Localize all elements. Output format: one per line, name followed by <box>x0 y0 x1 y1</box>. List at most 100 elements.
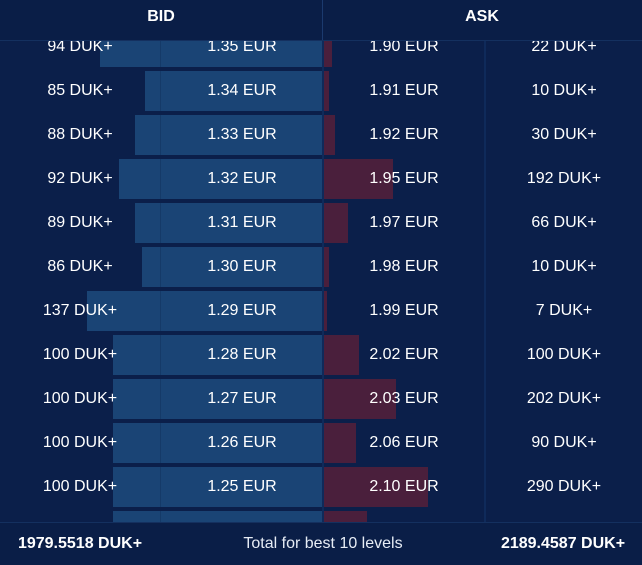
bid-quantity: 92 DUK+ <box>47 170 113 187</box>
ask-total: 2189.4587 DUK+ <box>500 535 626 552</box>
ask-price: 2.02 EUR <box>369 346 439 363</box>
book-center-divider <box>322 41 324 522</box>
bid-bar-divider <box>160 379 161 419</box>
ask-price: 1.98 EUR <box>369 258 439 275</box>
ask-depth-bar <box>324 467 428 507</box>
ask-quantity: 10 DUK+ <box>531 258 597 275</box>
bid-quantity: 85 DUK+ <box>47 82 113 99</box>
bid-price <box>162 509 322 522</box>
bid-bar-divider <box>160 159 161 199</box>
ask-quantity: 100 DUK+ <box>526 346 602 363</box>
ask-quantity: 10 DUK+ <box>531 82 597 99</box>
ask-column-title: ASK <box>465 8 499 25</box>
ask-quantity: 66 DUK+ <box>531 214 597 231</box>
bid-bar-divider <box>160 511 161 522</box>
bid-price: 1.31 EUR <box>207 214 277 231</box>
ask-price: 2.10 EUR <box>369 478 439 495</box>
bid-depth-bar <box>113 379 322 419</box>
bid-bar-divider <box>160 115 161 155</box>
orderbook-row[interactable]: 94 DUK+ 1.35 EUR 1.90 EUR 22 DUK+ <box>0 41 642 69</box>
bid-bar-divider <box>160 335 161 375</box>
bid-depth-bar <box>100 41 322 67</box>
orderbook-row[interactable]: 137 DUK+ 1.29 EUR 1.99 EUR 7 DUK+ <box>0 289 642 333</box>
bid-quantity: 100 DUK+ <box>42 478 118 495</box>
bid-quantity: 94 DUK+ <box>47 41 113 55</box>
ask-quantity: 202 DUK+ <box>526 390 602 407</box>
bid-price: 1.27 EUR <box>207 390 277 407</box>
ask-price: 1.90 EUR <box>369 41 439 55</box>
bid-price: 1.30 EUR <box>207 258 277 275</box>
orderbook-levels: 94 DUK+ 1.35 EUR 1.90 EUR 22 DUK+ 85 DUK+ 1.3… <box>0 41 642 522</box>
ask-qty-divider <box>484 41 486 522</box>
bid-depth-bar <box>135 115 322 155</box>
bid-price: 1.34 EUR <box>207 82 277 99</box>
bid-bar-divider <box>160 247 161 287</box>
ask-quantity: 30 DUK+ <box>531 126 597 143</box>
bid-bar-divider <box>160 71 161 111</box>
ask-price: 1.91 EUR <box>369 82 439 99</box>
ask-quantity: 90 DUK+ <box>531 434 597 451</box>
ask-depth-bar <box>324 159 393 199</box>
ask-depth-bar <box>324 423 356 463</box>
bid-depth-bar <box>87 291 322 331</box>
ask-depth-bar <box>324 379 396 419</box>
orderbook-row[interactable]: 100 DUK+ 1.26 EUR 2.06 EUR 90 DUK+ <box>0 421 642 465</box>
ask-quantity: 192 DUK+ <box>526 170 602 187</box>
orderbook-row[interactable]: 92 DUK+ 1.32 EUR 1.95 EUR 192 DUK+ <box>0 157 642 201</box>
ask-depth-bar <box>324 291 327 331</box>
bid-bar-divider <box>160 423 161 463</box>
bid-price: 1.28 EUR <box>207 346 277 363</box>
bid-price: 1.25 EUR <box>207 478 277 495</box>
ask-price: 1.95 EUR <box>369 170 439 187</box>
ask-price: 1.92 EUR <box>369 126 439 143</box>
orderbook-row[interactable] <box>0 509 642 522</box>
bid-bar-divider <box>160 291 161 331</box>
ask-quantity <box>486 509 642 522</box>
bid-quantity: 100 DUK+ <box>42 434 118 451</box>
bid-quantity: 137 DUK+ <box>42 302 118 319</box>
bid-quantity: 88 DUK+ <box>47 126 113 143</box>
bid-price: 1.29 EUR <box>207 302 277 319</box>
ask-depth-bar <box>324 41 332 67</box>
bid-bar-divider <box>160 41 161 67</box>
bid-quantity: 86 DUK+ <box>47 258 113 275</box>
bid-depth-bar <box>113 335 322 375</box>
orderbook-row[interactable]: 88 DUK+ 1.33 EUR 1.92 EUR 30 DUK+ <box>0 113 642 157</box>
ask-quantity: 290 DUK+ <box>526 478 602 495</box>
bid-price: 1.26 EUR <box>207 434 277 451</box>
bid-depth-bar <box>113 423 322 463</box>
header-divider <box>322 0 323 40</box>
orderbook-footer: 1979.5518 DUK+ Total for best 10 levels … <box>0 522 642 560</box>
ask-depth-bar <box>324 71 329 111</box>
bid-price: 1.35 EUR <box>207 41 277 55</box>
orderbook-row[interactable]: 89 DUK+ 1.31 EUR 1.97 EUR 66 DUK+ <box>0 201 642 245</box>
bid-bar-divider <box>160 467 161 507</box>
bid-depth-bar <box>145 71 322 111</box>
ask-price: 2.03 EUR <box>369 390 439 407</box>
ask-depth-bar <box>324 203 348 243</box>
orderbook-row[interactable]: 100 DUK+ 1.28 EUR 2.02 EUR 100 DUK+ <box>0 333 642 377</box>
bid-depth-bar <box>135 203 322 243</box>
ask-quantity: 22 DUK+ <box>531 41 597 55</box>
orderbook-row[interactable]: 100 DUK+ 1.25 EUR 2.10 EUR 290 DUK+ <box>0 465 642 509</box>
orderbook-header: BID ASK <box>0 0 642 41</box>
ask-price: 1.99 EUR <box>369 302 439 319</box>
bid-column-title: BID <box>147 8 175 25</box>
ask-price <box>324 509 484 522</box>
bid-quantity: 100 DUK+ <box>42 346 118 363</box>
bid-depth-bar <box>113 467 322 507</box>
total-label: Total for best 10 levels <box>243 535 403 552</box>
ask-price: 2.06 EUR <box>369 434 439 451</box>
orderbook-row[interactable]: 85 DUK+ 1.34 EUR 1.91 EUR 10 DUK+ <box>0 69 642 113</box>
ask-price: 1.97 EUR <box>369 214 439 231</box>
ask-depth-bar <box>324 511 367 522</box>
bid-depth-bar <box>142 247 322 287</box>
ask-depth-bar <box>324 247 329 287</box>
bid-price: 1.33 EUR <box>207 126 277 143</box>
orderbook-row[interactable]: 86 DUK+ 1.30 EUR 1.98 EUR 10 DUK+ <box>0 245 642 289</box>
bid-bar-divider <box>160 203 161 243</box>
bid-quantity <box>0 509 160 522</box>
bid-depth-bar <box>119 159 322 199</box>
ask-depth-bar <box>324 115 335 155</box>
orderbook-row[interactable]: 100 DUK+ 1.27 EUR 2.03 EUR 202 DUK+ <box>0 377 642 421</box>
